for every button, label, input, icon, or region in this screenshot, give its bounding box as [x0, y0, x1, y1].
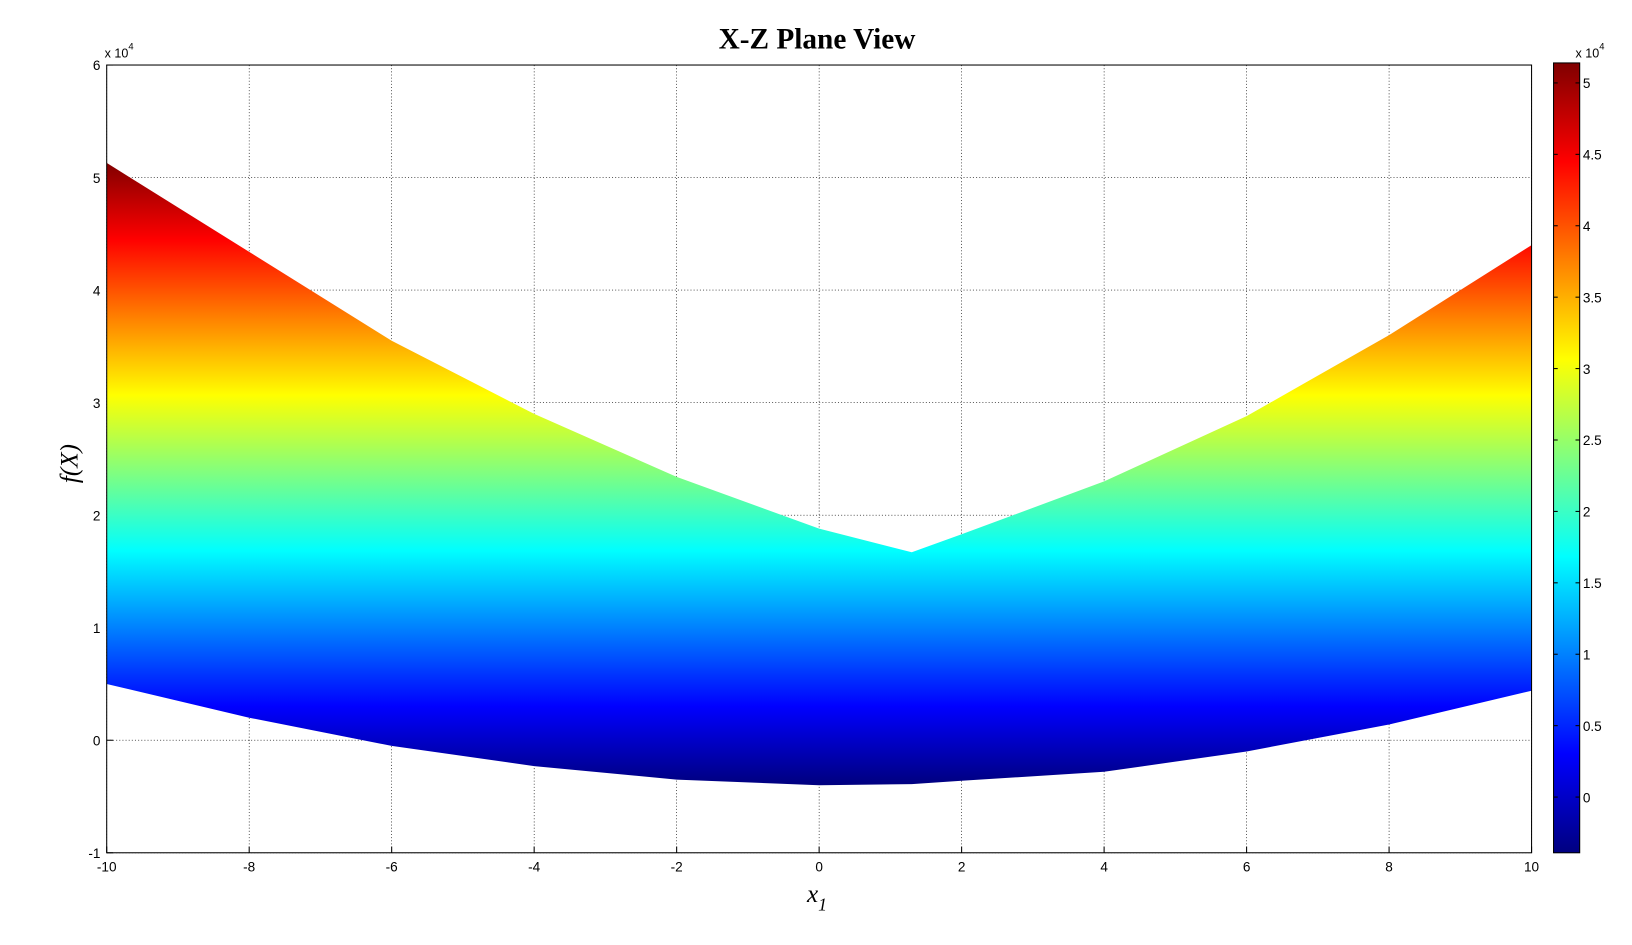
x-tick-label: 6: [1243, 860, 1251, 875]
y-tick-label: 0: [93, 733, 101, 748]
colorbar-tick-label: 0.5: [1583, 719, 1602, 734]
y-tick-label: -1: [88, 846, 100, 861]
colorbar-multiplier: x 104: [1576, 40, 1605, 60]
colorbar-tick-label: 2.5: [1583, 433, 1602, 448]
colorbar-multiplier-base: x 10: [1576, 47, 1600, 61]
x-tick-label: -10: [97, 860, 117, 875]
colorbar-tick-label: 3.5: [1583, 290, 1602, 305]
y-tick-label: 6: [93, 58, 101, 73]
chart-title: X-Z Plane View: [719, 23, 916, 55]
colorbar-tick-label: 1.5: [1583, 576, 1602, 591]
colorbar-tick-label: 3: [1583, 362, 1591, 377]
y-tick-label: 4: [93, 283, 101, 298]
x-tick-label: 0: [815, 860, 823, 875]
y-label: f(X): [56, 444, 83, 483]
y-tick-label: 1: [93, 621, 101, 636]
x-label-subscript: 1: [818, 894, 827, 914]
y-multiplier-exponent: 4: [128, 40, 133, 51]
x-tick-label: 8: [1385, 860, 1393, 875]
x-tick-label: -8: [243, 860, 255, 875]
y-multiplier: x 104: [105, 40, 134, 60]
colorbar-tick-label: 0: [1583, 790, 1591, 805]
x-tick-label: -6: [386, 860, 398, 875]
x-tick-label: 10: [1524, 860, 1540, 875]
colorbar: [1553, 62, 1581, 854]
x-label-text: x: [806, 881, 818, 908]
colorbar-tick-label: 5: [1583, 76, 1591, 91]
x-tick-label: 4: [1100, 860, 1108, 875]
colorbar-tick-label: 4: [1583, 219, 1591, 234]
x-tick-label: 2: [958, 860, 966, 875]
x-tick-label: -2: [671, 860, 683, 875]
y-tick-label: 3: [93, 396, 101, 411]
x-tick-label: -4: [528, 860, 541, 875]
y-tick-label: 5: [93, 171, 101, 186]
colorbar-tick-label: 1: [1583, 647, 1591, 662]
x-label: x1: [806, 881, 827, 914]
y-multiplier-base: x 10: [105, 47, 129, 61]
colorbar-tick-label: 2: [1583, 505, 1591, 520]
y-tick-label: 2: [93, 508, 101, 523]
colorbar-multiplier-exponent: 4: [1599, 40, 1604, 51]
colorbar-tick-label: 4.5: [1583, 148, 1602, 163]
band: [106, 162, 1532, 786]
plot-frame: [106, 64, 1533, 854]
